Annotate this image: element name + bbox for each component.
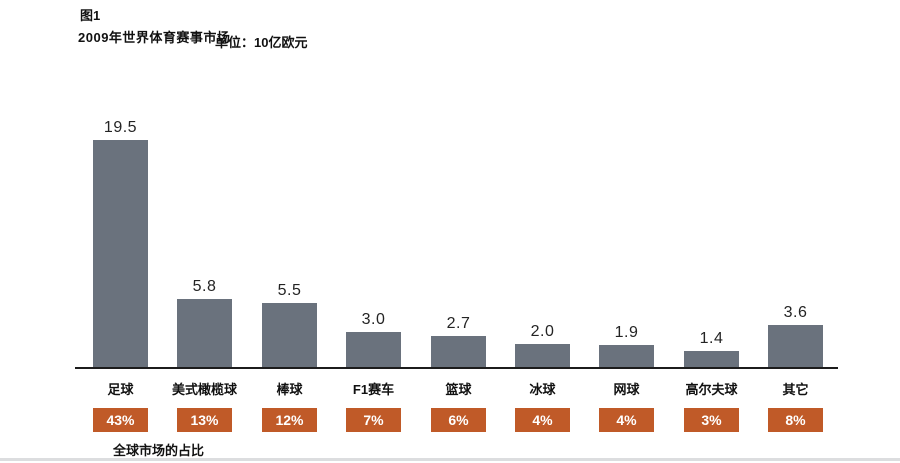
- category-label: 冰球: [529, 382, 556, 397]
- category-label: 其它: [782, 382, 809, 397]
- bar: [431, 336, 486, 367]
- bar-value-label: 3.6: [783, 304, 808, 321]
- category-label: F1赛车: [352, 382, 395, 397]
- category-label: 棒球: [276, 382, 303, 397]
- bottom-divider: [0, 458, 900, 461]
- bar: [262, 303, 317, 367]
- figure-label: 图1: [80, 8, 101, 23]
- bar: [768, 325, 823, 367]
- bar: [93, 140, 148, 367]
- chart-title: 2009年世界体育赛事市场: [78, 30, 231, 45]
- bar-value-label: 5.5: [277, 282, 302, 299]
- bar-value-label: 1.9: [614, 324, 639, 341]
- bar-value-label: 19.5: [103, 119, 138, 136]
- category-label: 网球: [613, 382, 640, 397]
- bar-value-label: 1.4: [699, 330, 724, 347]
- bar-value-label: 2.7: [446, 315, 471, 332]
- bar: [346, 332, 401, 367]
- unit-label: 单位：10亿欧元: [215, 35, 308, 50]
- share-badge: 43%: [93, 408, 148, 432]
- share-badge: 12%: [262, 408, 317, 432]
- bar-value-label: 2.0: [530, 323, 555, 340]
- category-label: 篮球: [445, 382, 472, 397]
- category-label: 高尔夫球: [685, 382, 738, 397]
- x-axis-line: [75, 367, 838, 369]
- share-row-caption: 全球市场的占比: [113, 443, 205, 458]
- category-label: 足球: [107, 382, 134, 397]
- share-badge: 3%: [684, 408, 739, 432]
- bar: [599, 345, 654, 367]
- share-badge: 8%: [768, 408, 823, 432]
- bar: [684, 351, 739, 367]
- bar-value-label: 5.8: [192, 278, 217, 295]
- share-badge: 6%: [431, 408, 486, 432]
- category-label: 美式橄榄球: [171, 382, 237, 397]
- bar: [177, 299, 232, 367]
- share-badge: 13%: [177, 408, 232, 432]
- bar: [515, 344, 570, 367]
- share-badge: 7%: [346, 408, 401, 432]
- share-badge: 4%: [599, 408, 654, 432]
- share-badge: 4%: [515, 408, 570, 432]
- bar-value-label: 3.0: [361, 311, 386, 328]
